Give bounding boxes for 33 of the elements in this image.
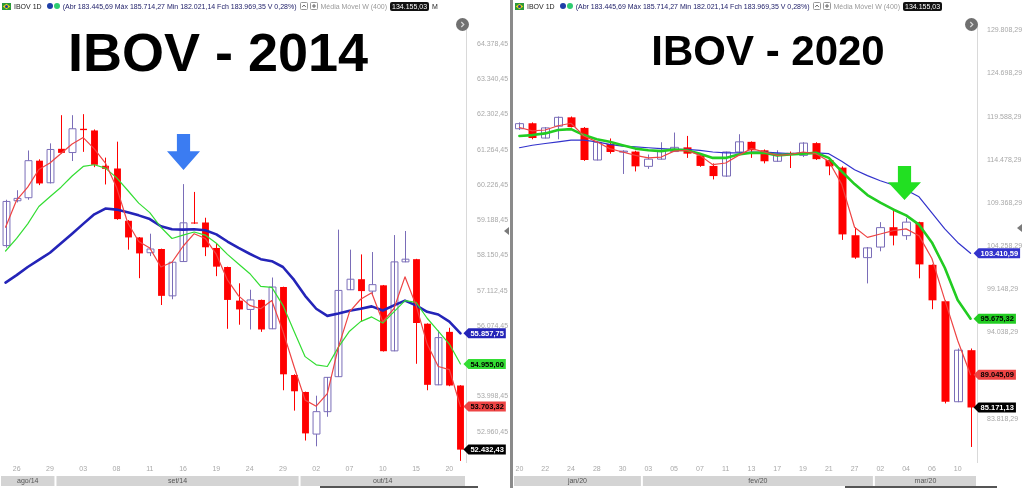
candlestick <box>593 140 602 161</box>
candlestick <box>323 376 332 418</box>
candlestick <box>954 348 963 403</box>
candlestick <box>358 253 365 322</box>
candlestick <box>434 329 443 386</box>
candlestick <box>36 158 43 186</box>
candlestick <box>401 230 410 263</box>
candlestick <box>179 183 188 263</box>
candlestick <box>722 151 731 178</box>
candlestick <box>191 191 198 225</box>
candlestick <box>346 249 355 291</box>
chart-title: IBOV - 2014 <box>67 22 369 82</box>
candlestick <box>619 149 628 175</box>
candlestick <box>68 114 77 162</box>
candlestick <box>735 133 744 154</box>
candlestick <box>136 236 143 279</box>
candlestick <box>146 233 155 257</box>
candlestick <box>334 229 343 378</box>
candlestick <box>368 251 377 295</box>
candlestick <box>2 199 11 249</box>
candlestick <box>554 115 563 140</box>
candlestick <box>168 261 177 300</box>
candlestick <box>851 227 860 260</box>
candlestick <box>312 395 321 447</box>
candlestick <box>236 282 243 326</box>
candlestick <box>24 150 33 201</box>
candlestick <box>246 289 255 330</box>
candlestick <box>291 373 298 412</box>
candlestick <box>863 246 872 284</box>
candlestick <box>268 277 277 330</box>
candlestick <box>390 234 399 352</box>
candlestick <box>46 142 55 184</box>
chart-title: IBOV - 2020 <box>651 27 885 74</box>
